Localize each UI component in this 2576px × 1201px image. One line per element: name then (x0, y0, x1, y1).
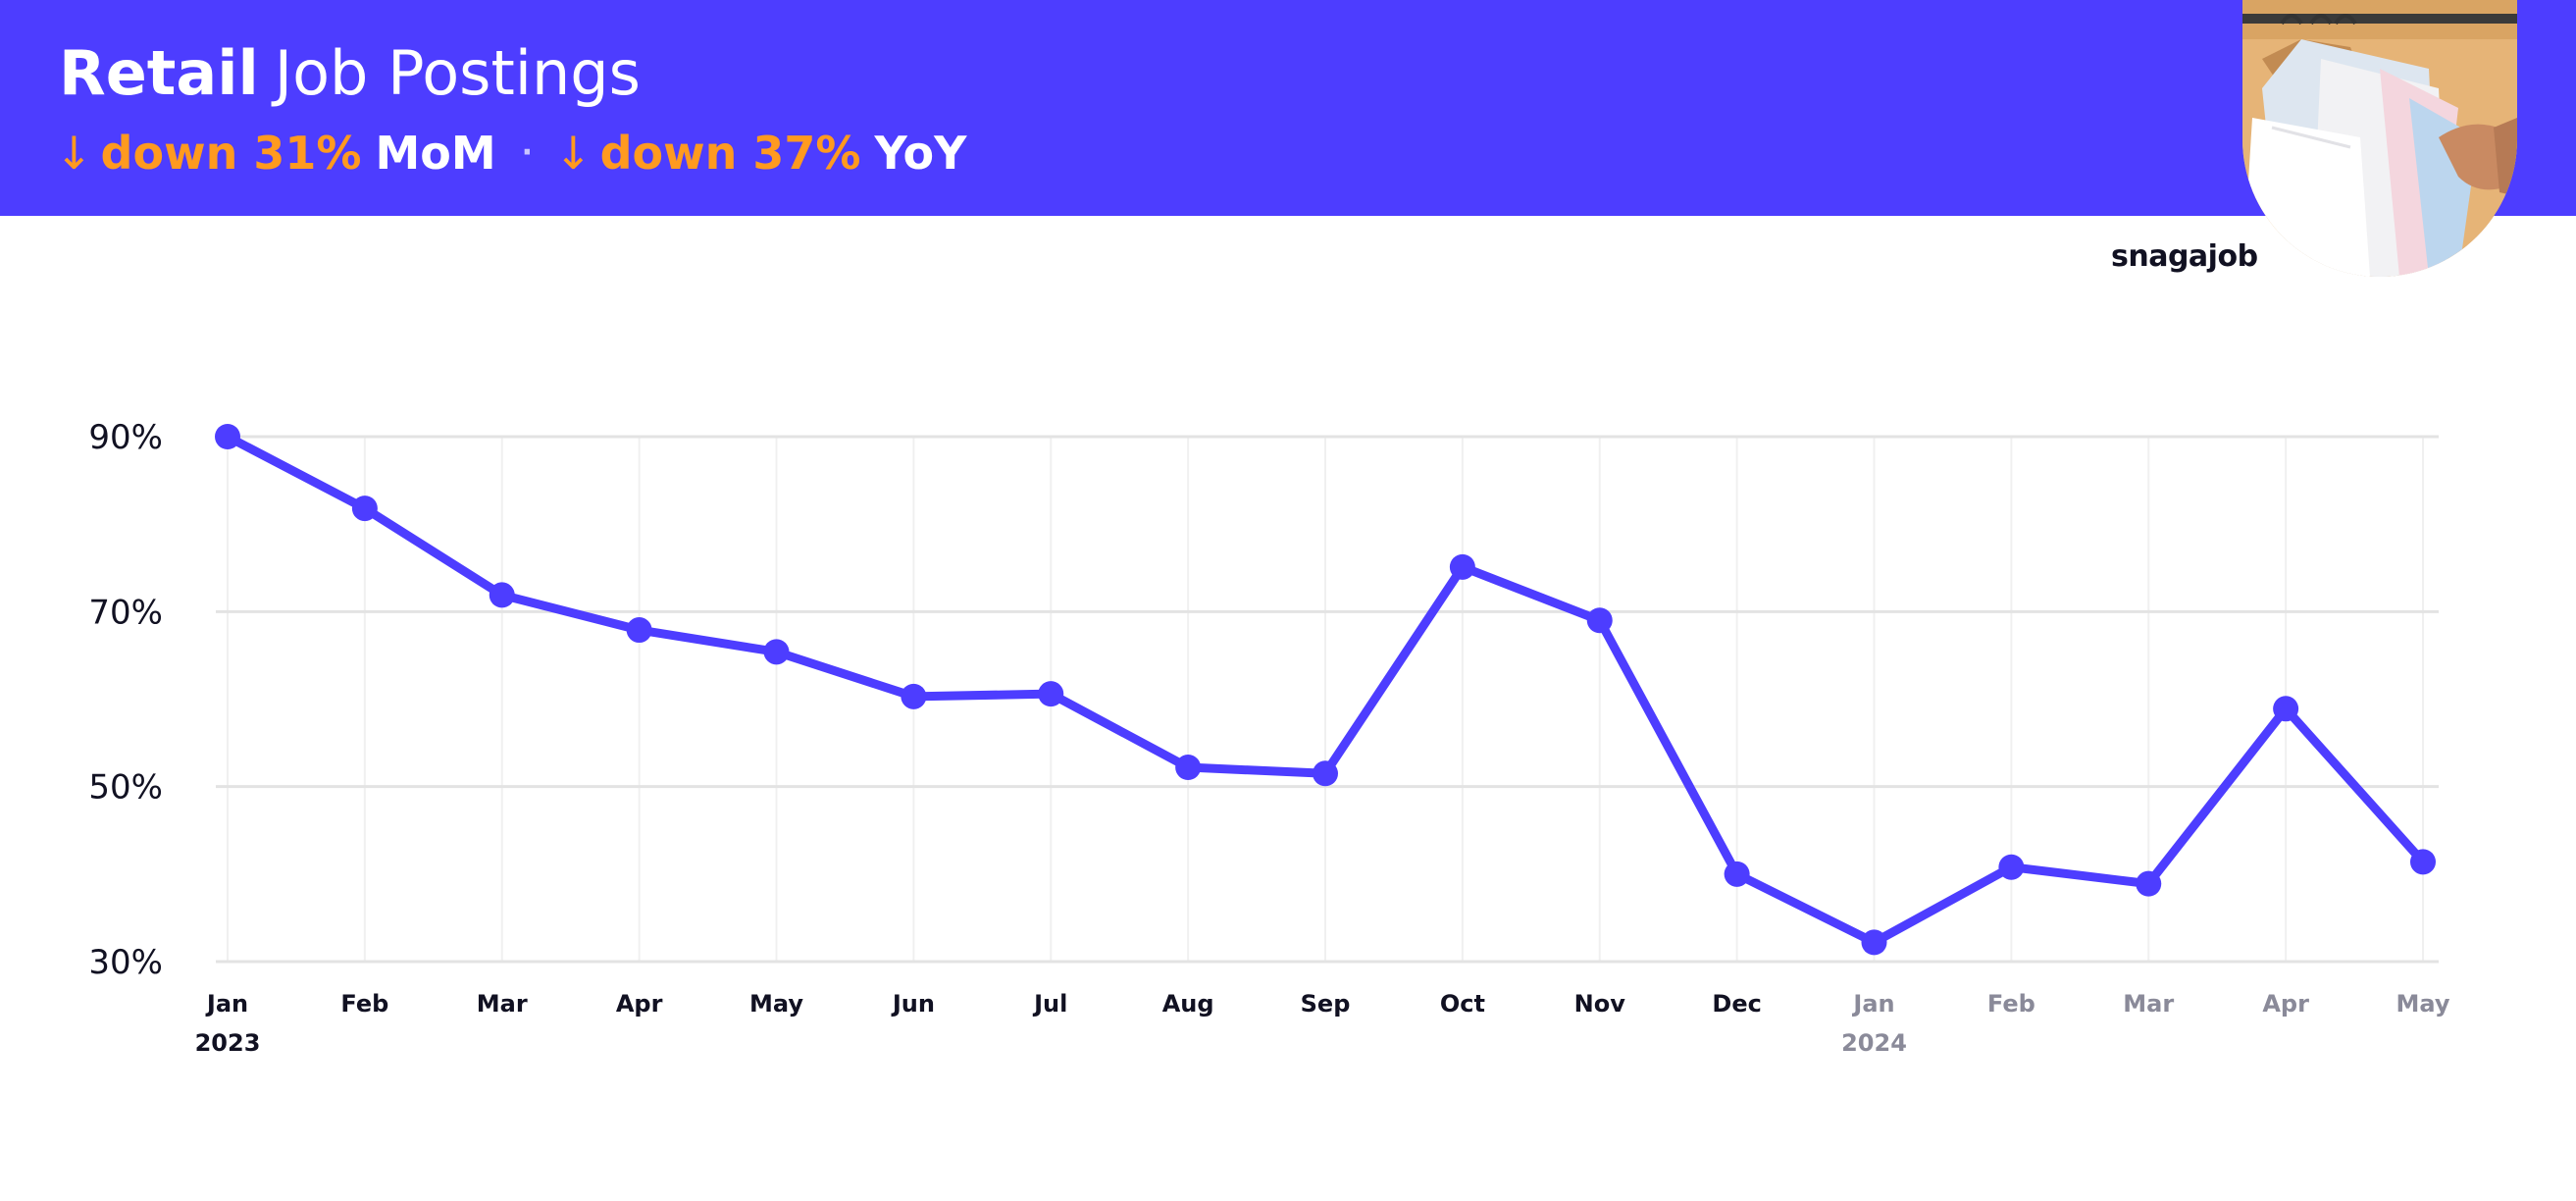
change-summary: ↓ down 31% MoM · ↓ down 37% YoY (55, 124, 966, 183)
down-arrow-icon: ↓ (554, 127, 592, 180)
data-point (1038, 681, 1064, 707)
data-point (2410, 849, 2436, 875)
data-point (901, 683, 927, 709)
data-point (2136, 870, 2162, 897)
x-tick-year-label: 2024 (1841, 1029, 1907, 1057)
clothing-rack-illustration (2242, 0, 2517, 277)
data-point (763, 639, 790, 665)
page-title: Retail Job Postings (59, 35, 641, 112)
x-tick-label: Aug (1162, 990, 1214, 1018)
x-tick-label: Nov (1574, 990, 1626, 1018)
x-tick-label: Jan (1851, 990, 1894, 1018)
yoy-change: down 37% (599, 127, 861, 180)
x-tick-label: Sep (1301, 990, 1351, 1018)
down-arrow-icon: ↓ (55, 127, 93, 180)
x-tick-label: Mar (2123, 990, 2174, 1018)
clothing-rack-photo (2242, 0, 2517, 277)
data-point (489, 582, 515, 608)
y-axis-ticks: 90% 70% 50% 30% (88, 418, 163, 982)
data-point (2273, 696, 2299, 722)
data-point (1998, 854, 2025, 880)
x-tick-year-label: 2023 (195, 1029, 261, 1057)
data-point (215, 424, 240, 449)
title-bold: Retail (59, 37, 259, 109)
mom-label: MoM (375, 127, 496, 180)
x-tick-label: Apr (2262, 990, 2309, 1018)
x-tick-label: Oct (1440, 990, 1485, 1018)
x-tick-label: Feb (1987, 990, 2035, 1018)
data-point (626, 617, 652, 644)
vertical-gridlines (227, 437, 2424, 962)
x-tick-label: Jul (1032, 990, 1067, 1018)
data-point (1724, 861, 1750, 887)
series-group (215, 424, 2436, 956)
header-banner: Retail Job Postings ↓ down 31% MoM · ↓ do… (0, 0, 2576, 216)
y-tick-label: 50% (88, 768, 163, 808)
mom-change: down 31% (100, 127, 362, 180)
x-tick-label: Mar (477, 990, 528, 1018)
x-tick-label: Feb (340, 990, 388, 1018)
data-point (1175, 755, 1202, 781)
x-axis-ticks: Jan 2023 Feb Mar Apr May Jun Jul Aug Sep Oct Nov Dec… (195, 990, 2450, 1057)
separator-dot: · (521, 135, 534, 170)
yoy-label: YoY (874, 127, 967, 180)
x-tick-label: Jun (891, 990, 935, 1018)
data-point (351, 496, 378, 522)
data-point (1449, 553, 1475, 580)
horizontal-gridlines (216, 435, 2439, 964)
data-point (1313, 760, 1338, 787)
data-point (1861, 929, 1887, 956)
x-tick-label: May (2396, 990, 2450, 1018)
y-tick-label: 30% (88, 943, 163, 982)
x-tick-label: May (749, 990, 803, 1018)
x-tick-label: Dec (1712, 990, 1761, 1018)
data-point (1586, 607, 1613, 634)
y-tick-label: 90% (88, 418, 163, 457)
x-tick-label: Apr (616, 990, 663, 1018)
x-tick-label: Jan (205, 990, 248, 1018)
snagajob-logo: snagajob (2111, 239, 2258, 274)
y-tick-label: 70% (88, 593, 163, 632)
title-rest: Job Postings (274, 37, 641, 109)
